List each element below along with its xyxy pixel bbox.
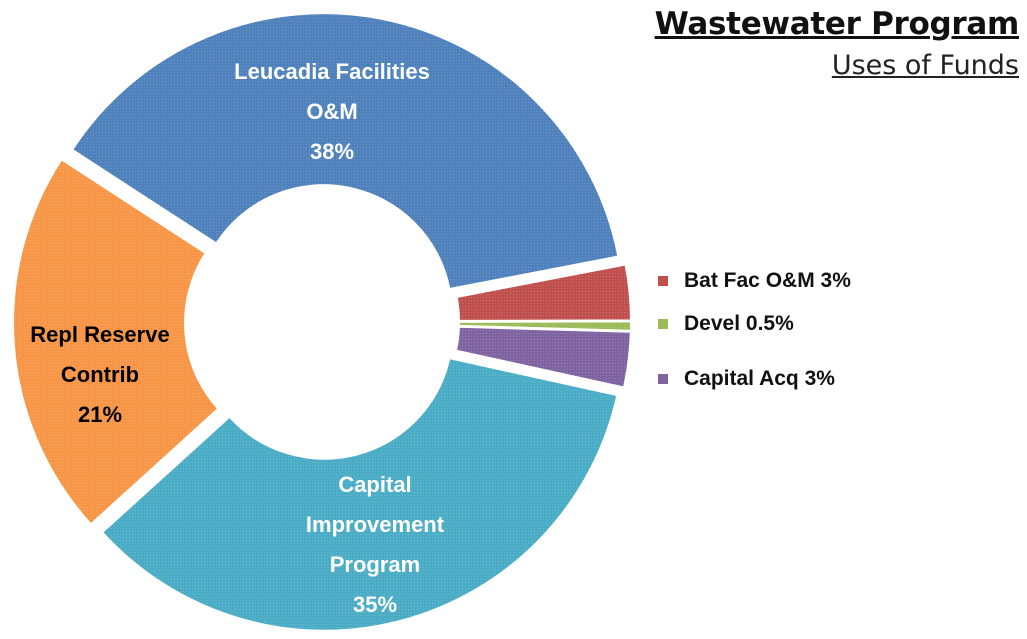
slice-category: Capital Improvement Program: [305, 472, 445, 577]
slice-label: Repl Reserve Contrib 21%: [10, 315, 190, 435]
slice-label: Leucadia Facilities O&M 38%: [217, 52, 447, 172]
slice-category: Leucadia Facilities O&M: [234, 59, 430, 124]
slice-value-label: 38%: [309, 139, 355, 164]
slice-value-label: 35%: [352, 592, 398, 617]
legend-value-label: 0.5%: [745, 312, 794, 335]
legend-swatch: [658, 319, 668, 329]
legend-value-label: 3%: [820, 269, 851, 292]
legend-value-label: 3%: [804, 367, 835, 390]
legend-swatch: [658, 276, 668, 286]
legend-swatch: [658, 374, 668, 384]
legend-item: Devel 0.5%: [658, 312, 794, 336]
legend-label: Capital Acq: [684, 367, 799, 390]
legend-item: Capital Acq 3%: [658, 367, 835, 391]
chart-title: Wastewater Program: [654, 6, 1020, 42]
chart-subtitle: Uses of Funds: [831, 50, 1019, 81]
slice-label: Capital Improvement Program 35%: [300, 465, 450, 625]
slice-category: Repl Reserve Contrib: [30, 322, 170, 387]
legend-label: Devel: [684, 312, 741, 335]
legend-label: Bat Fac O&M: [684, 269, 815, 292]
legend-item: Bat Fac O&M 3%: [658, 269, 851, 293]
slice-value-label: 21%: [77, 402, 123, 427]
